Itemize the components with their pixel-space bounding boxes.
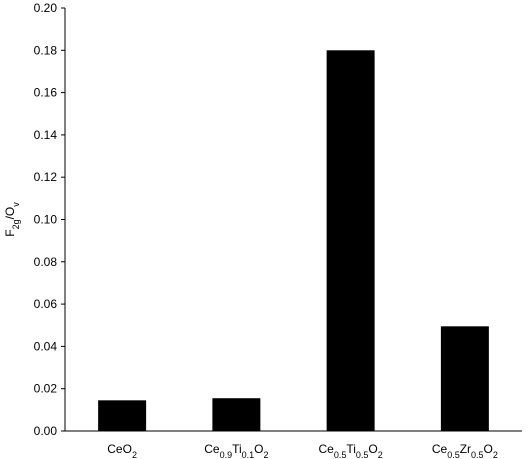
y-tick-label: 0.16 — [34, 86, 58, 100]
y-tick-label: 0.00 — [34, 424, 58, 438]
y-tick-label: 0.04 — [34, 339, 58, 353]
y-tick-label: 0.20 — [34, 1, 58, 15]
y-axis-label: F2g/Ov — [3, 202, 21, 237]
bar — [98, 400, 147, 431]
y-axis-ticks: 0.00 0.02 0.04 0.06 0.08 0.10 0.12 0.14 0.16 0.18… — [34, 1, 65, 438]
y-tick-label: 0.12 — [34, 170, 58, 184]
y-tick-label: 0.02 — [34, 382, 58, 396]
bar — [212, 398, 261, 431]
x-category-label: CeO2 — [107, 442, 137, 459]
y-tick-label: 0.06 — [34, 297, 58, 311]
y-tick-label: 0.10 — [34, 213, 58, 227]
y-tick-label: 0.18 — [34, 43, 58, 57]
x-axis-category-labels: CeO2 Ce0.9Ti0.1O2 Ce0.5Ti0.5O2 Ce0.5Zr0.5O2 — [107, 442, 498, 459]
x-category-label: Ce0.5Zr0.5O2 — [432, 442, 498, 459]
bar — [326, 50, 375, 432]
bars — [98, 50, 489, 432]
x-category-label: Ce0.9Ti0.1O2 — [204, 442, 268, 459]
y-tick-label: 0.08 — [34, 255, 58, 269]
y-tick-label: 0.14 — [34, 128, 58, 142]
bar — [440, 326, 489, 431]
x-category-label: Ce0.5Ti0.5O2 — [318, 442, 382, 459]
